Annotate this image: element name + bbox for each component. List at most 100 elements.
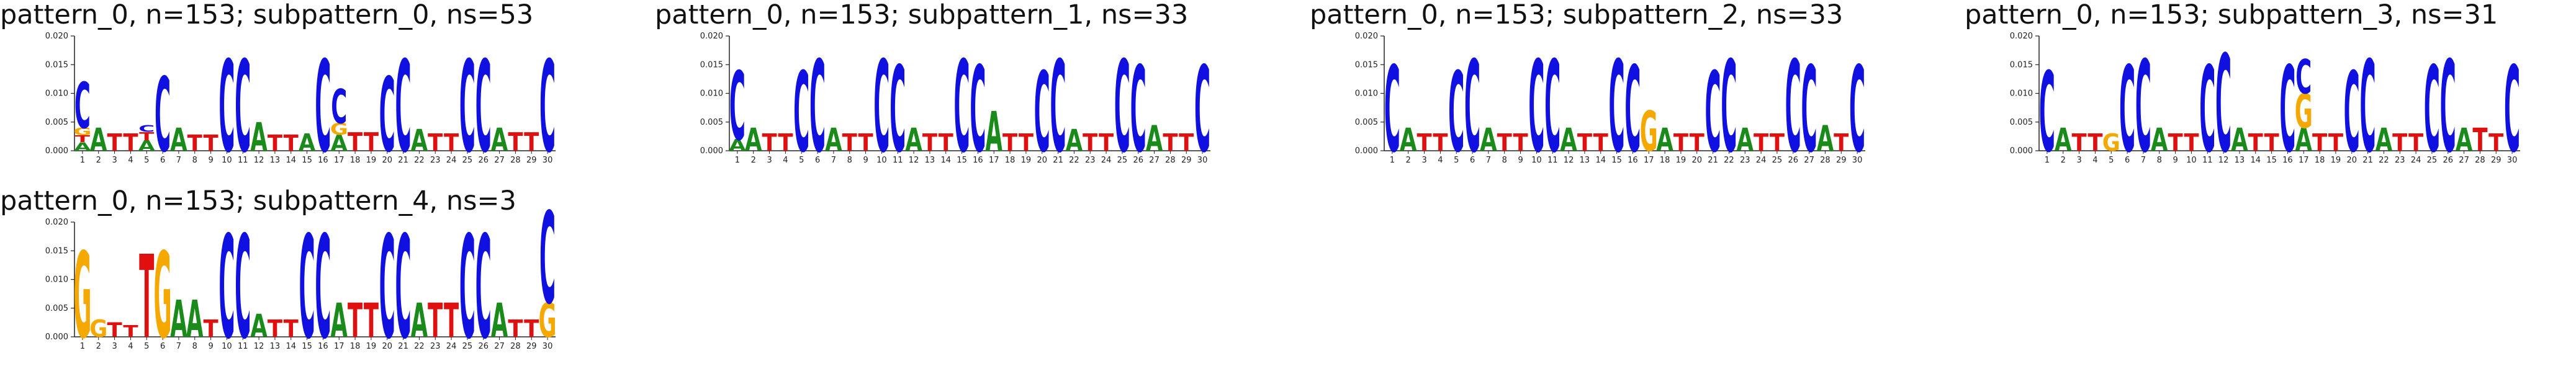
x-tick-label: 4 [128,342,133,351]
x-tick-label: 18 [1005,156,1016,165]
svg-text:C: C [1624,42,1641,179]
svg-text:T: T [1179,129,1194,156]
x-tick-label: 4 [1438,156,1443,165]
svg-text:C: C [1785,35,1801,181]
y-tick-label: 0.000 [45,333,68,342]
y-tick-label: 0.015 [700,60,723,69]
logo-panel-1: pattern_0, n=153; subpattern_1, ns=33 0.0… [655,0,1245,181]
svg-text:T: T [284,131,299,156]
logo-letter-a: A [411,293,428,347]
logo-letter-t: T [139,232,154,365]
logo-letter-a: A [1737,122,1754,159]
svg-text:T: T [1673,129,1688,156]
x-tick-label: 10 [876,156,887,165]
logo-letter-a: A [74,140,91,154]
svg-text:C: C [970,42,986,179]
x-tick-label: 30 [2507,156,2518,165]
logo-letter-t: T [348,293,363,347]
logo-letter-c: C [1114,35,1130,181]
svg-text:C: C [379,56,395,176]
x-tick-label: 11 [238,342,248,351]
svg-text:A: A [1066,123,1083,158]
x-tick-label: 21 [1708,156,1718,165]
x-tick-label: 6 [815,156,820,165]
svg-text:C: C [1849,42,1865,179]
svg-text:T: T [2071,129,2086,156]
x-tick-label: 5 [144,156,149,165]
x-tick-label: 19 [366,156,377,165]
logo-letter-c: C [889,42,906,179]
x-tick-label: 22 [1069,156,1079,165]
x-tick-label: 10 [1531,156,1542,165]
svg-text:A: A [299,129,316,156]
x-tick-label: 8 [192,156,197,165]
logo-letter-t: T [778,129,793,156]
x-tick-label: 8 [192,342,197,351]
svg-text:C: C [889,42,906,179]
svg-text:C: C [793,49,809,177]
logo-letter-t: T [1834,129,1849,156]
svg-text:T: T [508,315,523,342]
logo-letter-a: A [2295,122,2313,159]
y-tick-label: 0.005 [45,118,68,127]
x-tick-label: 29 [1181,156,1192,165]
logo-letter-t: T [2264,129,2279,156]
svg-text:C: C [1721,35,1737,181]
x-tick-label: 3 [112,156,117,165]
logo-letter-t: T [524,315,539,342]
logo-letter-t: T [123,129,138,156]
y-tick-label: 0.000 [45,146,68,156]
logo-letter-c: C [2119,42,2135,179]
logo-letter-t: T [428,293,443,347]
svg-text:T: T [428,293,443,347]
logo-letter-c: C [1448,49,1464,177]
logo-letter-t: T [524,128,539,157]
svg-text:T: T [348,128,363,157]
x-tick-label: 23 [2395,156,2405,165]
logo-letter-c: C [475,35,492,181]
x-tick-label: 17 [1644,156,1654,165]
logo-letter-c: C [235,35,251,181]
svg-text:T: T [1593,129,1608,156]
logo-letter-c: C [1384,42,1400,179]
svg-text:T: T [107,319,122,342]
logo-letter-a: A [1400,122,1417,159]
panel-title: pattern_0, n=153; subpattern_1, ns=33 [655,0,1189,30]
x-tick-label: 19 [366,342,377,351]
logo-letter-t: T [2488,129,2503,156]
x-tick-label: 28 [2475,156,2485,165]
logo-letter-t: T [75,134,91,145]
x-tick-label: 6 [160,156,165,165]
x-tick-label: 28 [1165,156,1176,165]
logo-letter-t: T [364,293,379,347]
svg-text:T: T [1513,129,1528,156]
logo-letter-t: T [2312,129,2327,156]
svg-text:C: C [1544,35,1560,181]
x-tick-label: 9 [208,156,213,165]
svg-text:C: C [475,35,492,181]
svg-text:A: A [2231,122,2248,159]
x-tick-label: 22 [1724,156,1734,165]
logo-letter-g: G [539,293,557,347]
svg-text:A: A [74,140,91,154]
logo-panel-2: pattern_0, n=153; subpattern_2, ns=33 0.0… [1310,0,1899,181]
x-tick-label: 13 [270,156,281,165]
y-tick-label: 0.010 [700,89,723,99]
x-tick-label: 26 [478,342,489,351]
logo-letter-c: C [395,207,412,366]
logo-letter-t: T [1099,129,1114,156]
svg-text:A: A [2055,122,2072,159]
svg-text:A: A [1480,122,1497,159]
logo-letter-a: A [90,122,107,159]
svg-text:C: C [2344,49,2360,177]
logo-letter-c: C [2039,49,2055,177]
svg-text:C: C [873,35,889,181]
logo-letter-t: T [139,130,155,143]
logo-letter-t: T [1083,129,1097,156]
svg-text:C: C [729,53,745,162]
logo-letter-a: A [250,308,268,345]
logo-letter-t: T [2184,129,2199,156]
x-tick-label: 23 [1085,156,1096,165]
logo-letter-t: T [1754,129,1768,156]
svg-text:C: C [1448,49,1464,177]
